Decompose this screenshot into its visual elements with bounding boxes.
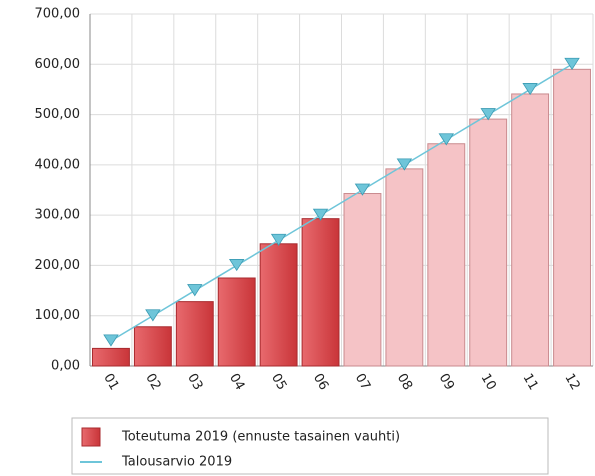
line-marker bbox=[145, 309, 161, 322]
line-marker bbox=[312, 208, 329, 221]
bar bbox=[259, 243, 298, 367]
bar bbox=[133, 326, 172, 367]
legend-label: Toteutuma 2019 (ennuste tasainen vauhti) bbox=[121, 430, 400, 445]
bar bbox=[511, 93, 550, 367]
x-tick-label: 07 bbox=[352, 371, 373, 393]
line-marker bbox=[354, 183, 371, 196]
bar bbox=[175, 301, 214, 367]
x-tick-label: 08 bbox=[394, 371, 415, 393]
bar bbox=[469, 118, 508, 367]
x-tick-label: 01 bbox=[100, 371, 121, 393]
line-marker bbox=[187, 284, 203, 297]
line-marker bbox=[438, 133, 455, 146]
y-tick-label: 700,00 bbox=[35, 7, 81, 22]
y-tick-label: 300,00 bbox=[35, 208, 81, 223]
line-marker bbox=[396, 158, 413, 171]
x-tick-label: 02 bbox=[142, 371, 163, 393]
y-tick-label: 400,00 bbox=[35, 157, 81, 172]
line-marker bbox=[270, 233, 287, 247]
legend-swatch bbox=[81, 427, 101, 447]
bar bbox=[217, 277, 256, 367]
line-marker bbox=[480, 108, 496, 121]
bar bbox=[92, 347, 130, 367]
x-tick-label: 10 bbox=[478, 371, 499, 393]
bar bbox=[427, 143, 466, 367]
y-tick-label: 200,00 bbox=[35, 258, 81, 273]
line-marker bbox=[522, 83, 538, 96]
x-tick-label: 12 bbox=[561, 371, 582, 393]
bar bbox=[301, 218, 340, 367]
legend-label: Talousarvio 2019 bbox=[121, 455, 232, 470]
legend-box bbox=[71, 417, 549, 475]
line bbox=[110, 63, 573, 342]
y-tick-label: 0,00 bbox=[51, 359, 80, 374]
x-tick-label: 05 bbox=[268, 371, 289, 393]
line-marker bbox=[564, 57, 580, 71]
x-tick-label: 11 bbox=[519, 371, 540, 393]
line-marker bbox=[228, 259, 245, 272]
x-tick-label: 06 bbox=[310, 371, 331, 393]
bar bbox=[553, 68, 591, 367]
bar bbox=[343, 193, 382, 367]
x-tick-label: 04 bbox=[226, 371, 247, 393]
y-tick-label: 600,00 bbox=[35, 57, 81, 72]
line-marker bbox=[103, 334, 119, 347]
x-tick-label: 09 bbox=[436, 371, 457, 393]
y-tick-label: 100,00 bbox=[35, 308, 81, 323]
bar bbox=[385, 168, 424, 367]
x-tick-label: 03 bbox=[184, 371, 205, 393]
y-tick-label: 500,00 bbox=[35, 107, 81, 122]
